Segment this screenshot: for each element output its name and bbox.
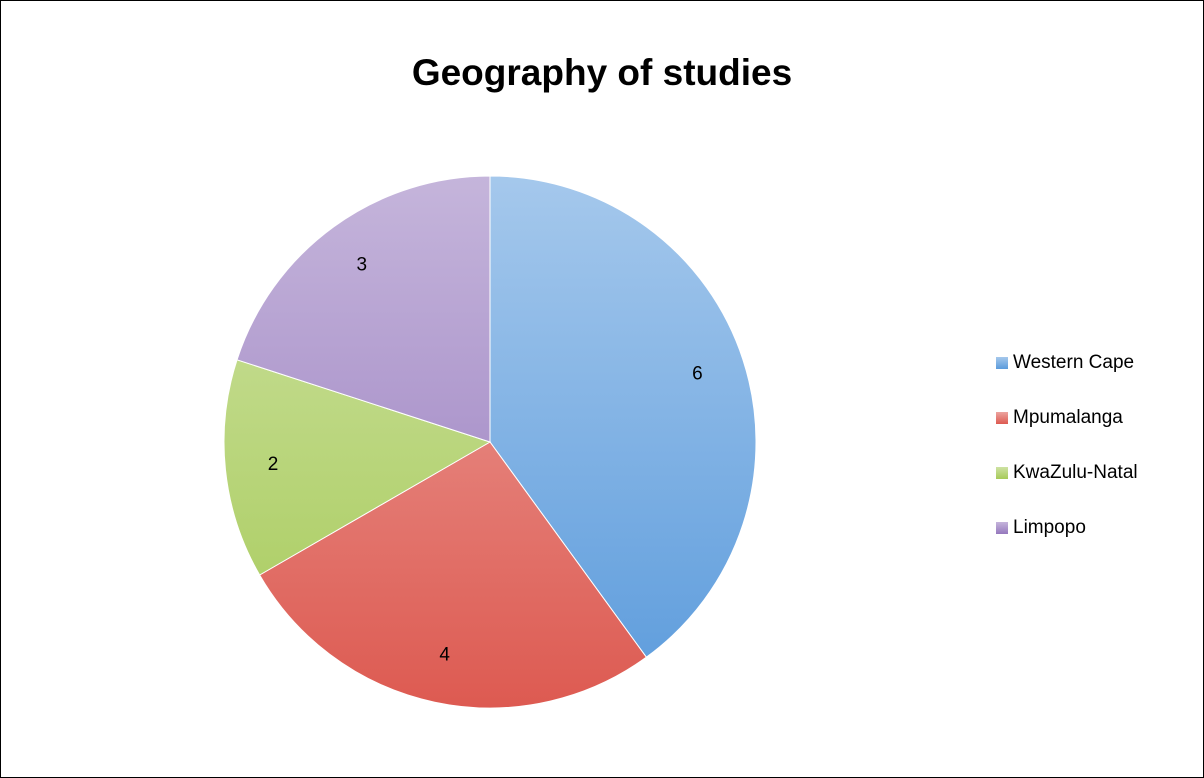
chart-title: Geography of studies	[412, 52, 792, 93]
pie-slice	[489, 175, 757, 658]
legend-label: Limpopo	[1013, 517, 1086, 538]
data-label: 4	[439, 644, 450, 665]
legend-swatch	[996, 522, 1008, 534]
legend-swatch	[996, 357, 1008, 369]
legend-swatch	[996, 412, 1008, 424]
pie-slice	[236, 175, 491, 443]
data-label: 3	[357, 255, 368, 276]
pie-slice	[223, 359, 492, 576]
data-label: 6	[692, 364, 703, 385]
legend-label: Western Cape	[1013, 352, 1134, 373]
legend-swatch	[996, 467, 1008, 479]
legend-label: Mpumalanga	[1013, 407, 1123, 428]
data-label: 2	[268, 454, 279, 475]
legend-label: KwaZulu-Natal	[1013, 462, 1138, 483]
pie-slice	[258, 441, 648, 709]
